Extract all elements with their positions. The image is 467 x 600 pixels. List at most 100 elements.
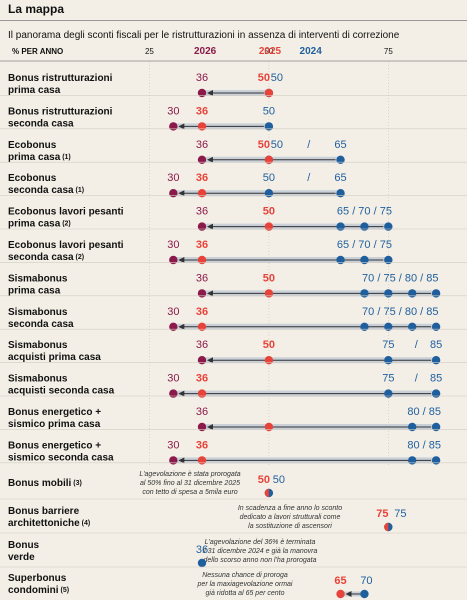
value-2025: 50 xyxy=(263,206,275,218)
dot-2024 xyxy=(431,356,441,365)
row-label: Bonus barriere xyxy=(8,506,80,517)
value-2026: 36 xyxy=(196,272,208,284)
value-2024: 50 xyxy=(263,105,275,117)
row-label: sismico prima casa xyxy=(8,419,101,430)
row-label: Sismabonus xyxy=(8,307,68,318)
note-line: L'agevolazione del 36% è terminata xyxy=(205,539,316,546)
dot-2024 xyxy=(360,589,369,599)
value-2024: 85 xyxy=(430,373,442,385)
value-2026: 36 xyxy=(196,339,208,351)
value-2026: 36 xyxy=(196,406,208,418)
dot-2024 xyxy=(264,122,274,131)
value-2025: 36 xyxy=(196,172,208,184)
dot-2024 xyxy=(408,422,417,432)
value-2025: 36 xyxy=(196,239,208,251)
note-line: per la maxiagevolazione ormai xyxy=(197,581,293,588)
value-2026: 30 xyxy=(167,439,179,451)
dot-2025 xyxy=(197,122,207,131)
value-2025: 50 xyxy=(263,272,275,284)
note-line: In scadenza a fine anno lo sconto xyxy=(238,505,342,512)
dot-2024 xyxy=(408,322,417,331)
dot-2026 xyxy=(197,222,207,231)
dot-2026 xyxy=(169,255,178,265)
value-2025: 36 xyxy=(196,306,208,318)
value-2024: 65 / 70 / 75 xyxy=(337,239,392,251)
note-line: al 50% fino al 31 dicembre 2025 xyxy=(140,480,240,487)
value-2025: 50 xyxy=(258,72,270,84)
value-2024: 85 xyxy=(430,339,442,351)
row-label: prima casa xyxy=(8,85,61,96)
row-label: Bonus energetico + xyxy=(8,440,101,451)
dot-2025 xyxy=(197,189,207,198)
dot-2024 xyxy=(336,189,345,198)
dot-2024 xyxy=(408,456,417,465)
value-2026: 30 xyxy=(167,105,179,117)
x-tick-label: 50 xyxy=(264,47,273,56)
dot-2024 xyxy=(431,422,441,432)
note-line: Nessuna chance di proroga xyxy=(202,572,288,579)
dot-2025 xyxy=(264,222,274,231)
dot-2025-2024-half xyxy=(384,522,389,532)
value-2026: 30 xyxy=(167,172,179,184)
value-2024: 80 / 85 xyxy=(407,439,441,451)
dot-2024 xyxy=(431,289,441,298)
dot-2026 xyxy=(169,389,178,398)
value-2024: 50 xyxy=(263,172,275,184)
dot-2025 xyxy=(336,589,345,599)
note-line: dedicato a lavori strutturali come xyxy=(240,514,341,521)
value-2024: 36 xyxy=(196,544,208,556)
row-label: Bonus ristrutturazioni xyxy=(8,106,113,117)
value-2024: 50 xyxy=(271,139,283,151)
dot-2024 xyxy=(336,155,345,164)
row-label: seconda casa (2) xyxy=(8,252,84,263)
row-label: verde xyxy=(8,552,35,563)
row-label: sismico seconda casa xyxy=(8,452,114,463)
dot-2024 xyxy=(384,356,393,365)
row-label: seconda casa (1) xyxy=(8,185,84,196)
row-label: seconda casa xyxy=(8,319,74,330)
value-2025: 36 xyxy=(196,439,208,451)
row-label: Ecobonus lavori pesanti xyxy=(8,240,124,251)
value-2025: 65 xyxy=(334,575,346,587)
row-label: Ecobonus lavori pesanti xyxy=(8,207,124,218)
dot-2026 xyxy=(197,289,207,298)
dot-2026 xyxy=(197,155,207,164)
dot-2025 xyxy=(264,155,274,164)
value-2024: 70 xyxy=(360,575,372,587)
note-line: con tetto di spesa a 5mila euro xyxy=(142,489,237,496)
value-2024: 75 xyxy=(394,508,406,520)
dot-2025 xyxy=(197,322,207,331)
row-label: Ecobonus xyxy=(8,140,57,151)
dot-2024 xyxy=(360,322,369,331)
value-2024: 75 xyxy=(382,373,394,385)
row-label: Sismabonus xyxy=(8,374,68,385)
legend-2025: 2025 xyxy=(259,46,282,57)
dot-2025 xyxy=(264,422,274,432)
dot-2024 xyxy=(384,255,393,265)
dot-2026 xyxy=(169,322,178,331)
value-2024-sep: / xyxy=(307,139,311,151)
dot-2024 xyxy=(336,222,345,231)
value-2024: 65 xyxy=(334,139,346,151)
row-label: Bonus energetico + xyxy=(8,407,101,418)
dot-2025 xyxy=(264,88,274,98)
value-2024: 65 / 70 / 75 xyxy=(337,206,392,218)
dot-2024 xyxy=(336,255,345,265)
value-2024: 65 xyxy=(334,172,346,184)
x-axis-label: % PER ANNO xyxy=(12,47,63,56)
subtitle: Il panorama degli sconti fiscali per le … xyxy=(8,30,400,41)
row-label: prima casa (1) xyxy=(8,152,71,163)
row-label: Sismabonus xyxy=(8,340,68,351)
dot-2024 xyxy=(360,289,369,298)
dot-2025 xyxy=(264,289,274,298)
dot-2024 xyxy=(264,189,274,198)
dot-2024 xyxy=(384,289,393,298)
note-line: la sostituzione di ascensori xyxy=(248,523,332,530)
value-2025: 50 xyxy=(263,339,275,351)
value-2024-sep: / xyxy=(415,339,419,351)
x-tick-label: 25 xyxy=(145,47,154,56)
note-line: il 31 dicembre 2024 e già la manovra xyxy=(203,548,318,555)
dot-2026 xyxy=(169,456,178,465)
row-label: acquisti prima casa xyxy=(8,352,101,363)
